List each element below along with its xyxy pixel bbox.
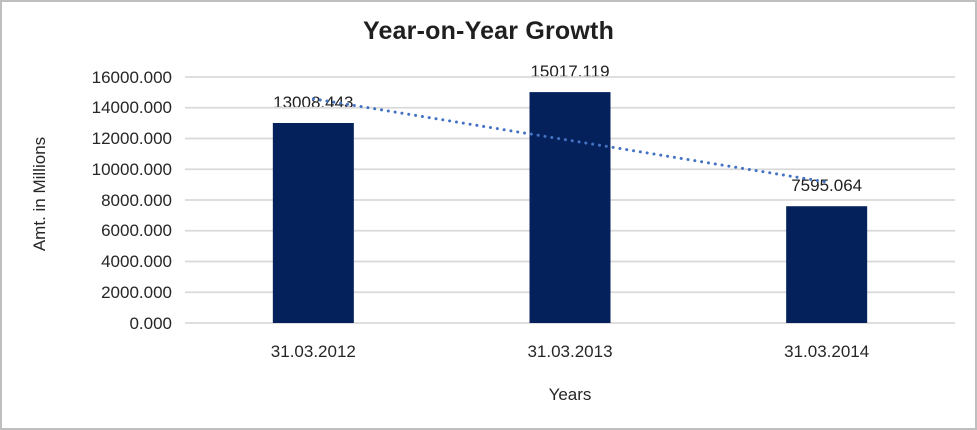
y-tick-label: 6000.000 — [101, 221, 172, 241]
x-tick-label: 31.03.2012 — [270, 342, 356, 361]
x-axis-title: Years — [548, 385, 592, 404]
y-tick-label: 16000.000 — [91, 67, 172, 87]
y-tick-label: 8000.000 — [101, 190, 172, 210]
y-tick-label: 12000.000 — [91, 129, 172, 148]
y-tick-label: 4000.000 — [101, 252, 172, 271]
bar — [529, 92, 611, 324]
x-tick-label: 31.03.2014 — [784, 342, 870, 361]
bar-data-label: 15017.119 — [530, 62, 610, 82]
bar — [272, 122, 354, 323]
y-tick-label: 2000.000 — [101, 282, 172, 302]
y-tick-label: 0.000 — [129, 313, 172, 333]
x-tick-label: 31.03.2013 — [527, 342, 613, 361]
trendline — [311, 97, 829, 184]
y-tick-label: 10000.000 — [91, 159, 172, 179]
chart-title: Year-on-Year Growth — [362, 17, 615, 45]
y-tick-label: 14000.000 — [91, 98, 172, 118]
plot-area — [185, 76, 955, 324]
bar-data-label: 7595.064 — [791, 176, 863, 196]
bar — [786, 206, 868, 323]
